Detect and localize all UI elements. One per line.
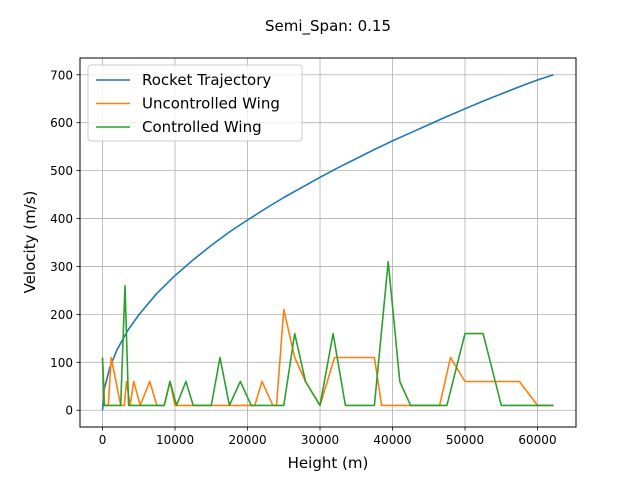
x-tick-label: 40000 (373, 433, 411, 447)
legend-box (87, 64, 303, 142)
y-tick-label: 300 (50, 260, 73, 274)
x-tick-label: 60000 (518, 433, 556, 447)
x-tick-label: 20000 (228, 433, 266, 447)
y-tick-label: 100 (50, 356, 73, 370)
chart-title: Semi_Span: 0.15 (265, 17, 391, 36)
legend: Rocket Trajectory Uncontrolled Wing Contro… (87, 64, 303, 142)
y-tick-label: 600 (50, 116, 73, 130)
legend-label: Controlled Wing (142, 118, 262, 136)
ticks: 0 10000 20000 30000 40000 50000 60000 0 100 200 30… (50, 68, 557, 447)
y-tick-label: 500 (50, 164, 73, 178)
y-tick-label: 0 (65, 404, 73, 418)
x-tick-label: 10000 (156, 433, 194, 447)
legend-label: Uncontrolled Wing (142, 95, 280, 113)
x-tick-label: 0 (99, 433, 107, 447)
y-tick-label: 200 (50, 308, 73, 322)
y-tick-label: 400 (50, 212, 73, 226)
series-line-3 (101, 260, 554, 407)
y-axis-label: Velocity (m/s) (21, 191, 39, 294)
y-tick-label: 700 (50, 68, 73, 82)
series-line-1 (101, 74, 554, 411)
x-axis-label: Height (m) (288, 454, 369, 472)
legend-label: Rocket Trajectory (142, 71, 271, 89)
x-tick-label: 30000 (301, 433, 339, 447)
plot-frame (79, 57, 577, 428)
x-tick-label: 50000 (446, 433, 484, 447)
series-layer (101, 74, 554, 411)
